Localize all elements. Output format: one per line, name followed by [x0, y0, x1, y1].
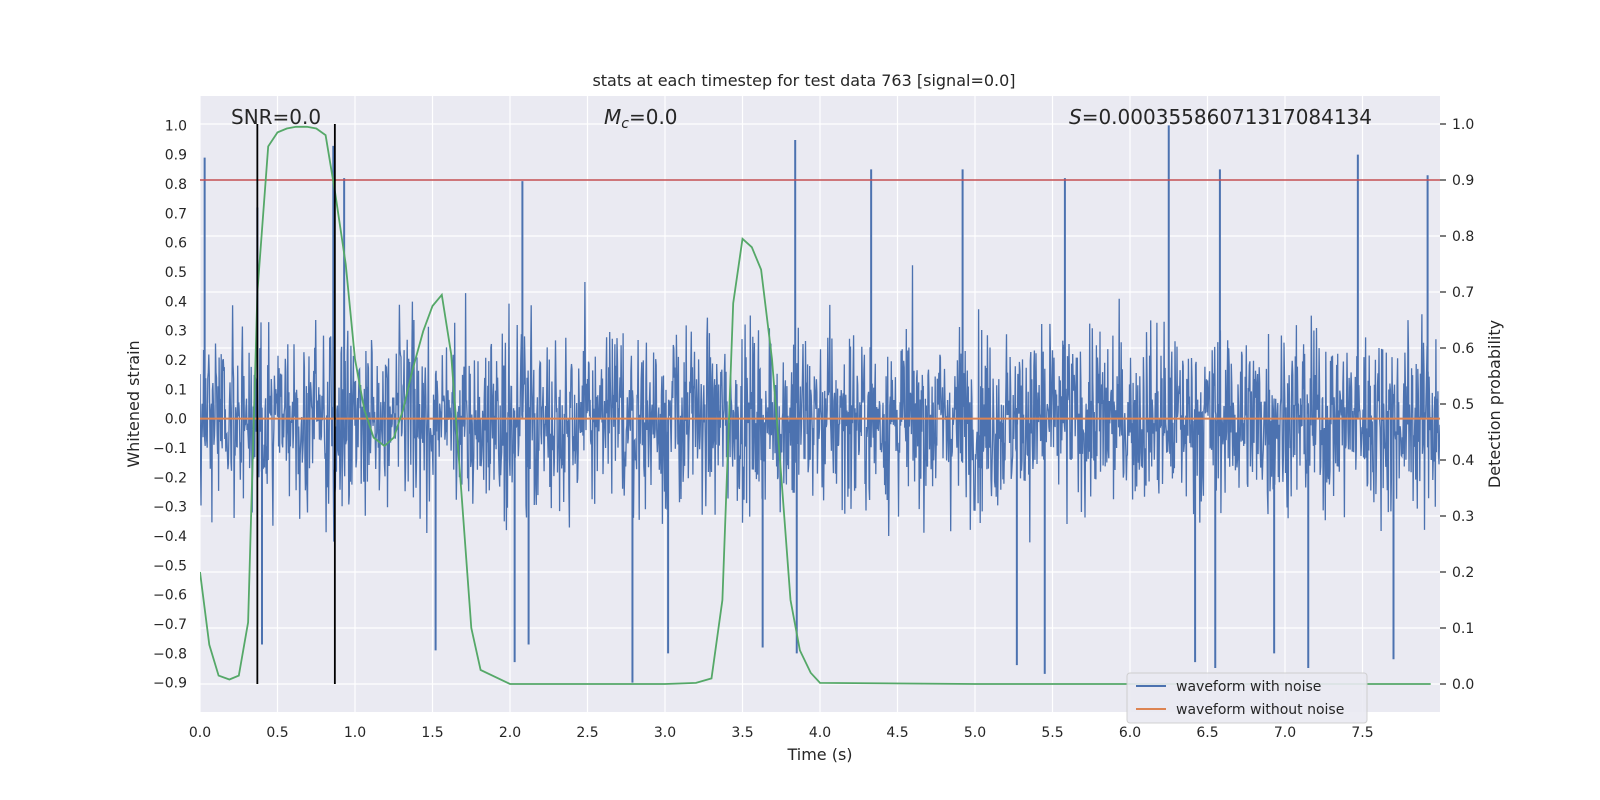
series-layer [200, 125, 1440, 685]
y-left-tick-label-12: 0.3 [165, 324, 187, 340]
y-right-tick-label-3: 0.3 [1452, 509, 1474, 525]
x-tick-label-6: 3.0 [654, 725, 676, 741]
y-left-axis-label: Whitened strain [124, 340, 143, 467]
x-tick-label-3: 1.5 [421, 725, 443, 741]
annotations: SNR=0.0 Mc=0.0 S=0.00035586071317084134 [231, 105, 1372, 132]
x-tick-label-8: 4.0 [809, 725, 831, 741]
y-left-tick-label-18: 0.9 [165, 148, 187, 164]
x-tick-label-4: 2.0 [499, 725, 521, 741]
y-right-tick-label-0: 0.0 [1452, 677, 1474, 693]
x-tick-label-10: 5.0 [964, 725, 986, 741]
y-right-tick-label-8: 0.8 [1452, 229, 1474, 245]
x-axis-ticks: 0.0 0.5 1.0 1.5 2.0 2.5 3.0 3.5 4.0 4.5 5.0 5.5 6.0 6… [189, 725, 1374, 741]
x-tick-label-12: 6.0 [1119, 725, 1141, 741]
y-left-tick-label-1: −0.8 [153, 646, 187, 662]
series-detection-probability [200, 125, 1431, 685]
y-left-axis-ticks: −0.9 −0.8 −0.7 −0.6 −0.5 −0.4 −0.3 −0.2 −0.1 0.0 0… [153, 118, 187, 691]
y-right-tick-label-7: 0.7 [1452, 285, 1474, 301]
y-left-tick-label-4: −0.5 [153, 558, 187, 574]
x-tick-label-9: 4.5 [886, 725, 908, 741]
legend-box [1126, 672, 1368, 724]
y-right-tick-label-6: 0.6 [1452, 341, 1474, 357]
x-tick-label-13: 6.5 [1196, 725, 1218, 741]
x-tick-label-5: 2.5 [576, 725, 598, 741]
x-tick-label-7: 3.5 [731, 725, 753, 741]
y-left-tick-label-9: 0.0 [165, 412, 187, 428]
annotation-snr: SNR=0.0 [231, 105, 321, 129]
y-right-tick-label-10: 1.0 [1452, 117, 1474, 133]
y-left-tick-label-17: 0.8 [165, 177, 187, 193]
y-right-axis-ticks: 0.0 0.1 0.2 0.3 0.4 0.5 0.6 0.7 0.8 0.9 1.0 [1440, 117, 1474, 693]
y-left-tick-label-7: −0.2 [153, 470, 187, 486]
y-left-tick-label-15: 0.6 [165, 236, 187, 252]
y-left-tick-label-11: 0.2 [165, 353, 187, 369]
vertical-markers [256, 124, 336, 684]
x-tick-label-0: 0.0 [189, 725, 211, 741]
y-left-tick-label-13: 0.4 [165, 294, 187, 310]
y-left-tick-label-2: −0.7 [153, 617, 187, 633]
x-tick-label-2: 1.0 [344, 725, 366, 741]
series-waveform-with-noise [200, 265, 1440, 543]
legend-label-1: waveform without noise [1176, 702, 1344, 718]
chart-title: stats at each timestep for test data 763… [592, 71, 1015, 90]
x-tick-label-1: 0.5 [266, 725, 288, 741]
y-left-tick-label-5: −0.4 [153, 529, 187, 545]
annotation-s: S=0.00035586071317084134 [1069, 105, 1372, 129]
y-right-axis-label: Detection probability [1485, 320, 1504, 488]
x-tick-label-14: 7.0 [1274, 725, 1296, 741]
legend-label-0: waveform with noise [1176, 679, 1321, 695]
y-right-tick-label-5: 0.5 [1452, 397, 1474, 413]
y-left-tick-label-3: −0.6 [153, 588, 187, 604]
x-tick-label-15: 7.5 [1351, 725, 1373, 741]
y-left-tick-label-16: 0.7 [165, 206, 187, 222]
y-left-tick-label-19: 1.0 [165, 118, 187, 134]
x-axis-label: Time (s) [786, 745, 852, 764]
y-left-tick-label-14: 0.5 [165, 265, 187, 281]
y-left-tick-label-10: 0.1 [165, 382, 187, 398]
annotation-mc: Mc=0.0 [604, 105, 678, 132]
y-left-tick-label-0: −0.9 [153, 676, 187, 692]
legend: waveform with noise waveform without nois… [1126, 672, 1368, 724]
y-right-tick-label-9: 0.9 [1452, 173, 1474, 189]
y-right-tick-label-1: 0.1 [1452, 621, 1474, 637]
y-left-tick-label-8: −0.1 [153, 441, 187, 457]
x-tick-label-11: 5.5 [1041, 725, 1063, 741]
y-right-tick-label-4: 0.4 [1452, 453, 1474, 469]
y-left-tick-label-6: −0.3 [153, 500, 187, 516]
y-right-tick-label-2: 0.2 [1452, 565, 1474, 581]
